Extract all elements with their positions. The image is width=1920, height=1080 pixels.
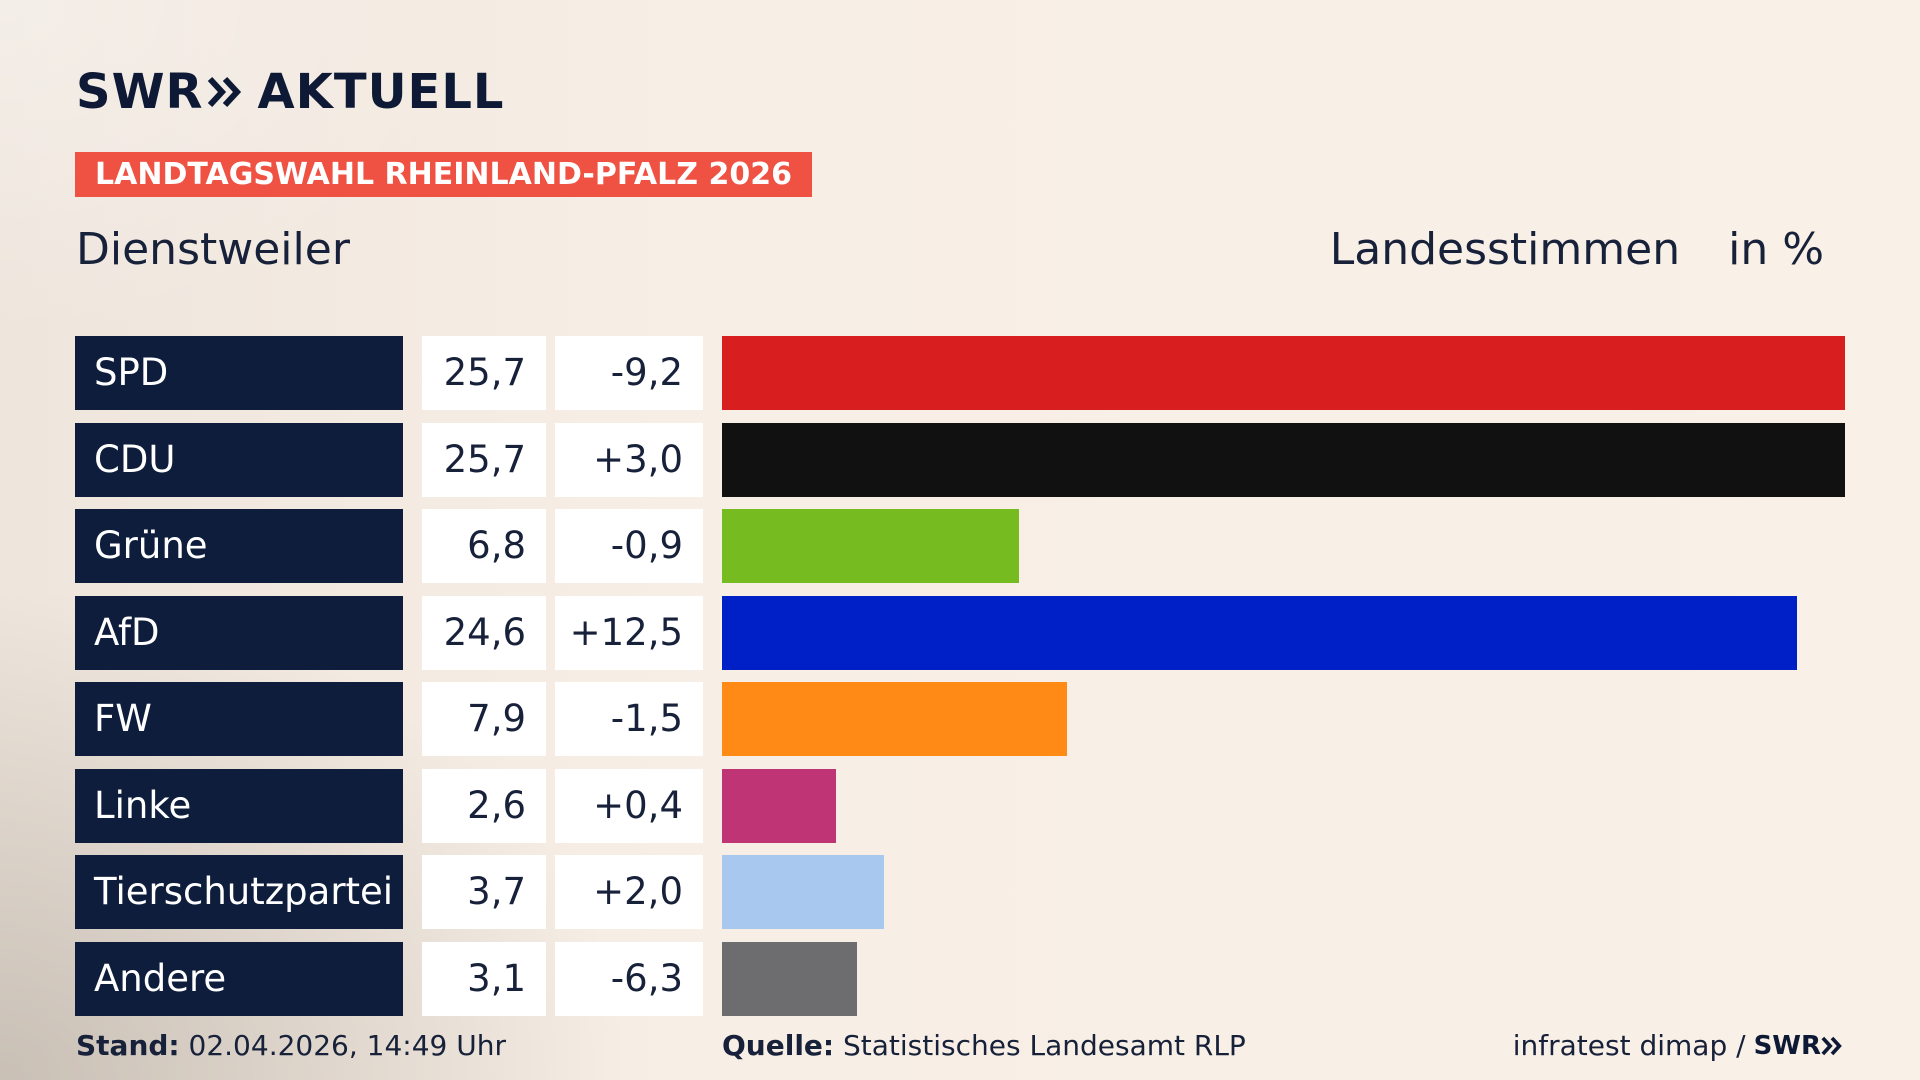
vote-share-bar — [722, 596, 1797, 670]
vote-share-value: 3,7 — [422, 855, 546, 929]
vote-share-value: 6,8 — [422, 509, 546, 583]
measure-unit: in % — [1728, 224, 1824, 275]
double-chevron-small-icon — [1821, 1036, 1842, 1056]
vote-share-value: 24,6 — [422, 596, 546, 670]
vote-share-value: 7,9 — [422, 682, 546, 756]
vote-change-value: -0,9 — [555, 509, 703, 583]
party-label: Tierschutzpartei — [75, 855, 403, 929]
result-row: Andere 3,1 -6,3 — [75, 942, 1845, 1016]
party-label: SPD — [75, 336, 403, 410]
vote-share-value: 3,1 — [422, 942, 546, 1016]
credit-brand: SWR — [1753, 1031, 1821, 1061]
vote-share-bar — [722, 423, 1845, 497]
vote-share-bar — [722, 336, 1845, 410]
vote-share-bar — [722, 769, 836, 843]
swr-mini-logo: SWR — [1754, 1026, 1843, 1066]
vote-change-value: +3,0 — [555, 423, 703, 497]
credit-text: infratest dimap / — [1512, 1029, 1746, 1062]
result-row: AfD 24,6 +12,5 — [75, 596, 1845, 670]
vote-share-value: 25,7 — [422, 336, 546, 410]
result-row: FW 7,9 -1,5 — [75, 682, 1845, 756]
result-row: SPD 25,7 -9,2 — [75, 336, 1845, 410]
vote-change-value: +2,0 — [555, 855, 703, 929]
result-row: Grüne 6,8 -0,9 — [75, 509, 1845, 583]
stand-value: 02.04.2026, 14:49 Uhr — [188, 1029, 506, 1062]
timestamp: Stand: 02.04.2026, 14:49 Uhr — [76, 1026, 506, 1066]
vote-share-value: 2,6 — [422, 769, 546, 843]
result-row: Linke 2,6 +0,4 — [75, 769, 1845, 843]
vote-change-value: +12,5 — [555, 596, 703, 670]
vote-change-value: -9,2 — [555, 336, 703, 410]
vote-change-value: +0,4 — [555, 769, 703, 843]
place-title: Dienstweiler — [76, 224, 350, 275]
source-label: Quelle: — [722, 1029, 835, 1062]
measure-label: Landesstimmen — [1329, 224, 1681, 275]
double-chevron-icon — [207, 74, 243, 110]
source: Quelle: Statistisches Landesamt RLP — [722, 1026, 1246, 1066]
vote-share-bar — [722, 509, 1019, 583]
party-label: Andere — [75, 942, 403, 1016]
vote-share-value: 25,7 — [422, 423, 546, 497]
vote-share-bar — [722, 855, 884, 929]
stand-label: Stand: — [76, 1029, 180, 1062]
source-value: Statistisches Landesamt RLP — [843, 1029, 1246, 1062]
election-label: LANDTAGSWAHL RHEINLAND-PFALZ 2026 — [75, 152, 812, 197]
vote-change-value: -1,5 — [555, 682, 703, 756]
vote-change-value: -6,3 — [555, 942, 703, 1016]
measure-header: Landesstimmen in % — [1330, 220, 1824, 280]
vote-share-bar — [722, 942, 857, 1016]
party-label: Linke — [75, 769, 403, 843]
party-label: AfD — [75, 596, 403, 670]
party-label: FW — [75, 682, 403, 756]
party-label: CDU — [75, 423, 403, 497]
party-label: Grüne — [75, 509, 403, 583]
vote-share-bar — [722, 682, 1067, 756]
swr-aktuell-logo: SWR AKTUELL — [76, 64, 505, 120]
logo-aktuell-text: AKTUELL — [257, 64, 505, 120]
credit: infratest dimap / SWR — [1513, 1026, 1843, 1066]
result-row: Tierschutzpartei 3,7 +2,0 — [75, 855, 1845, 929]
result-row: CDU 25,7 +3,0 — [75, 423, 1845, 497]
logo-swr-text: SWR — [76, 64, 204, 120]
